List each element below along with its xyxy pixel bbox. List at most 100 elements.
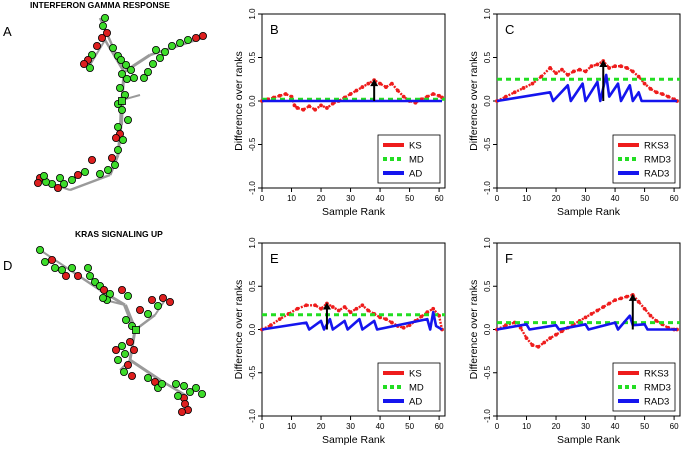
- series-ks-point: [431, 92, 436, 96]
- series-ks-point: [389, 81, 394, 86]
- y-tick-label: -1.0: [483, 181, 492, 195]
- series-ks-point: [354, 88, 359, 93]
- legend-label: RMD3: [644, 155, 671, 166]
- network-edge: [69, 268, 101, 292]
- y-axis-label: Difference over ranks: [468, 51, 480, 151]
- series-rks3-point: [565, 73, 570, 77]
- x-tick-label: 10: [522, 422, 531, 431]
- x-tick-label: 50: [640, 194, 649, 203]
- panel-letter: C: [505, 22, 514, 37]
- network-label-a: A: [3, 24, 12, 39]
- max-difference-arrowhead: [322, 302, 331, 310]
- x-tick-label: 30: [581, 194, 590, 203]
- network-node: [51, 263, 60, 272]
- series-ks-point: [325, 106, 329, 110]
- series-ks-point: [313, 107, 318, 112]
- network-node: [155, 54, 164, 63]
- network-node: [122, 315, 131, 324]
- series-rks3-point: [589, 64, 594, 69]
- panel-letter: F: [505, 251, 513, 266]
- x-axis-label: Sample Rank: [557, 206, 621, 218]
- y-tick-label: 0.5: [248, 51, 257, 63]
- legend-label: MD: [409, 155, 424, 166]
- network-node: [198, 32, 207, 41]
- series-rks3-point: [524, 336, 529, 341]
- series-ks-point: [389, 320, 394, 325]
- x-tick-label: 40: [611, 422, 620, 431]
- x-tick-label: 0: [260, 194, 265, 203]
- series-ks-point: [304, 303, 309, 308]
- legend-label: MD: [409, 383, 424, 394]
- x-tick-label: 60: [435, 194, 444, 203]
- series-rks3-point: [548, 336, 553, 341]
- series-ks-point: [360, 303, 365, 308]
- network-node: [173, 391, 182, 400]
- legend-label: AD: [409, 397, 422, 408]
- series-rks3-point: [554, 71, 558, 76]
- network-node: [108, 153, 117, 162]
- series-rks3-point: [642, 81, 647, 86]
- network-graph-d: [36, 245, 206, 416]
- legend-label: KS: [409, 369, 422, 380]
- y-tick-label: 0.5: [248, 280, 257, 292]
- network-node: [121, 349, 130, 358]
- series-rks3-point: [539, 74, 544, 79]
- network-node: [183, 36, 192, 45]
- network-node: [127, 371, 136, 380]
- network-node: [171, 379, 180, 388]
- series-ks-point: [395, 88, 400, 93]
- series-ks-point: [378, 81, 382, 86]
- network-node: [175, 39, 184, 48]
- series-group: [495, 59, 680, 103]
- network-node: [143, 309, 152, 318]
- network-node: [74, 271, 83, 280]
- series-ks-point: [289, 94, 294, 99]
- network-node: [93, 42, 102, 51]
- series-rks3-point: [542, 340, 547, 345]
- series-rad3-line: [496, 314, 677, 331]
- series-ks-point: [360, 85, 365, 89]
- x-tick-label: 40: [611, 194, 620, 203]
- network-node: [118, 341, 127, 350]
- network-node: [124, 360, 133, 369]
- series-ks-point: [319, 306, 323, 311]
- network-node: [86, 64, 95, 73]
- network-node: [100, 285, 109, 294]
- series-ks-point: [336, 308, 341, 313]
- network-node: [41, 257, 50, 266]
- series-rks3-point: [630, 69, 635, 74]
- series-group: [260, 301, 445, 332]
- network-node: [96, 169, 105, 178]
- network-node: [109, 44, 118, 53]
- x-axis-label: Sample Rank: [557, 434, 621, 446]
- y-tick-label: 1.0: [248, 8, 257, 20]
- network-node: [74, 170, 83, 179]
- series-rks3-point: [503, 94, 508, 99]
- chart-panel-c: C -1.0 -0.5 0.0 0.5 1.0 0 10 20 30 40 50 60 Sample Ra…: [468, 8, 681, 218]
- y-tick-label: 0.0: [483, 95, 492, 107]
- x-tick-label: 30: [346, 422, 355, 431]
- x-tick-label: 10: [287, 194, 296, 203]
- series-ks-point: [277, 317, 282, 322]
- network-node: [151, 46, 160, 55]
- legend-label: RMD3: [644, 383, 671, 394]
- network-node: [68, 175, 77, 184]
- network-node: [123, 75, 132, 84]
- series-ks-point: [292, 103, 297, 108]
- series-rks3-point: [648, 86, 653, 91]
- network-node: [179, 381, 188, 390]
- network-node: [147, 295, 156, 304]
- legend-label: RAD3: [644, 397, 669, 408]
- series-ks-point: [295, 106, 300, 110]
- series-ks-point: [283, 92, 288, 96]
- series-rks3-point: [560, 67, 564, 72]
- network-node: [158, 293, 167, 302]
- network-node: [117, 56, 126, 65]
- network-node: [119, 135, 128, 144]
- network-node: [114, 123, 123, 132]
- max-difference-arrowhead: [599, 59, 608, 67]
- network-node: [114, 355, 123, 364]
- series-ks-point: [348, 92, 353, 96]
- network-edge: [89, 39, 106, 66]
